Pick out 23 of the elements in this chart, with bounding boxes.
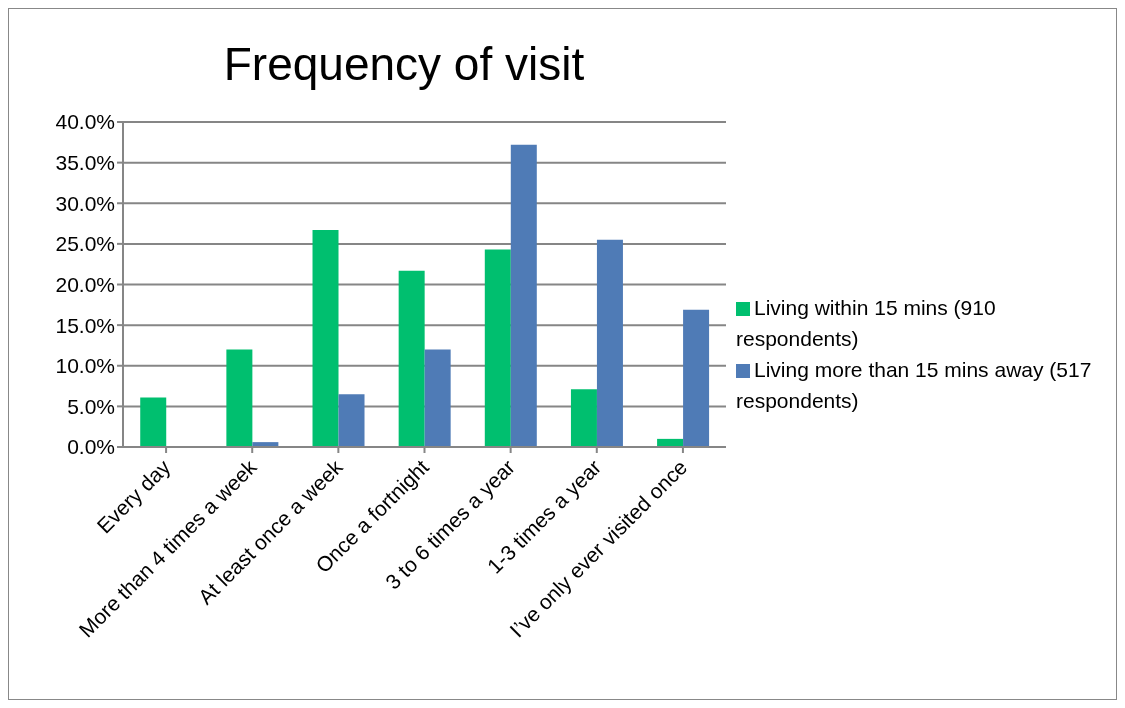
legend-label: Living within 15 mins (910 respondents) [736, 296, 996, 350]
y-tick-label: 0.0% [67, 435, 115, 459]
bar [226, 349, 253, 447]
y-tick-label: 35.0% [55, 151, 115, 175]
bar [484, 249, 511, 447]
y-tick-label: 20.0% [55, 272, 115, 296]
y-tick-label: 5.0% [67, 394, 115, 418]
bar [398, 270, 425, 447]
y-tick-label: 30.0% [55, 191, 115, 215]
y-tick-label: 25.0% [55, 232, 115, 256]
y-tick-label: 15.0% [55, 313, 115, 337]
bar [596, 239, 623, 447]
legend-label: Living more than 15 mins away (517 respondents) [736, 358, 1092, 412]
bar [510, 144, 537, 447]
y-tick-label: 10.0% [55, 354, 115, 378]
bar [683, 309, 710, 447]
bar [338, 394, 365, 447]
bar [140, 397, 167, 447]
bar [570, 389, 597, 447]
chart-title: Frequency of visit [222, 37, 586, 91]
y-tick-label: 40.0% [55, 110, 115, 134]
bar [312, 230, 339, 447]
bar [424, 349, 451, 447]
